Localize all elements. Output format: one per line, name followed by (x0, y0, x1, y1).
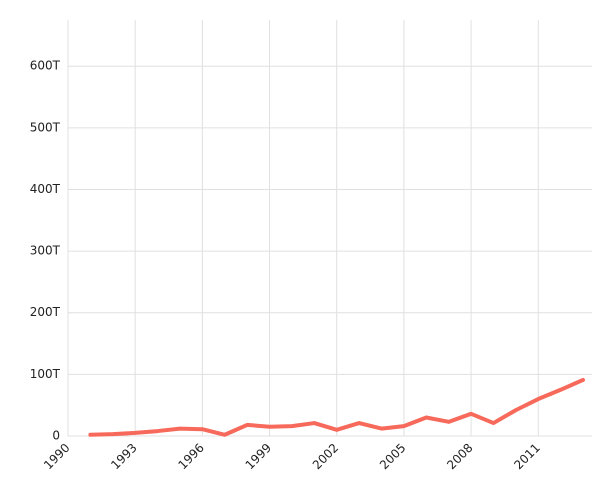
y-tick-label: 100T (30, 367, 61, 381)
x-tick-label: 2011 (511, 441, 542, 472)
x-tick-label: 2008 (444, 441, 475, 472)
x-tick-label: 1990 (41, 441, 72, 472)
y-tick-label: 600T (30, 59, 61, 73)
x-tick-label: 1993 (108, 441, 139, 472)
x-tick-label: 1999 (243, 441, 274, 472)
y-tick-label: 400T (30, 182, 61, 196)
data-line (88, 377, 586, 437)
y-tick-label: 300T (30, 244, 61, 258)
y-tick-label: 500T (30, 120, 61, 134)
x-tick-label: 2005 (377, 441, 408, 472)
x-tick-label: 2002 (310, 441, 341, 472)
y-tick-label: 0 (52, 429, 60, 443)
x-tick-label: 1996 (175, 441, 206, 472)
y-tick-label: 200T (30, 305, 61, 319)
